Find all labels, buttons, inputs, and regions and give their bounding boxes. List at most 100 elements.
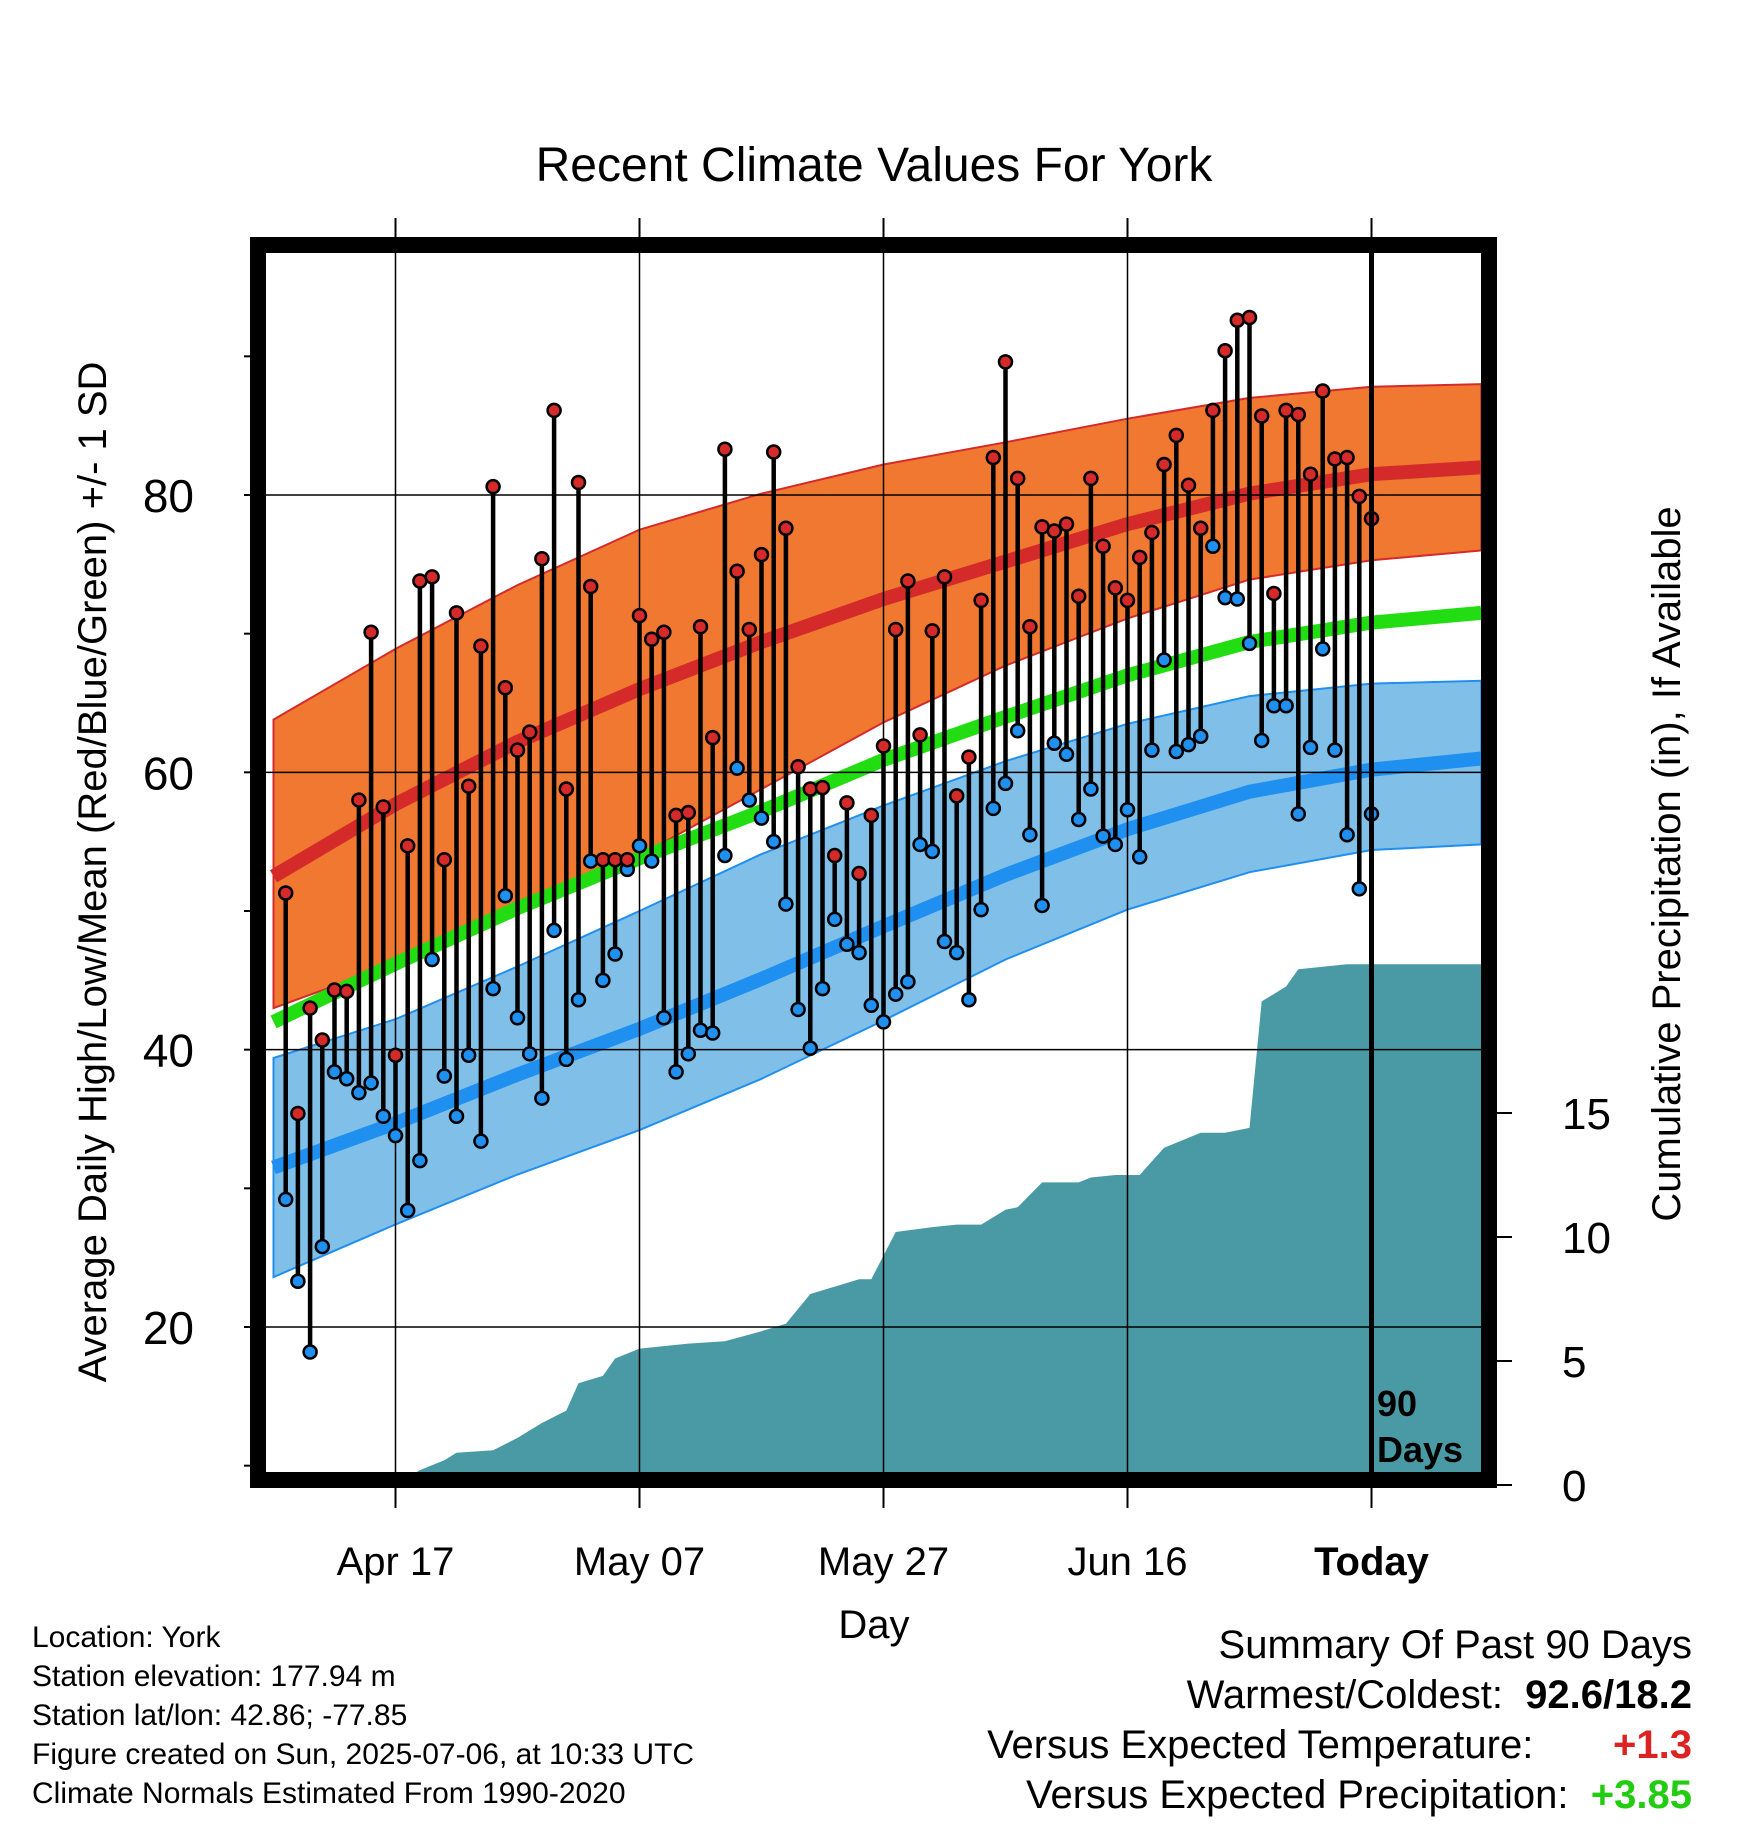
daily-high-point xyxy=(875,738,892,754)
daily-high-point xyxy=(790,759,806,775)
daily-low-point xyxy=(814,980,831,997)
daily-high-point xyxy=(1156,456,1172,473)
daily-dots-layer xyxy=(277,309,1380,1360)
daily-high-point xyxy=(692,618,709,635)
daily-low-point xyxy=(290,1273,306,1289)
daily-low-point xyxy=(717,847,733,864)
daily-high-point xyxy=(1168,427,1185,444)
daily-high-point xyxy=(680,804,697,821)
extremes-row: Warmest/Coldest: 92.6/18.2 xyxy=(987,1670,1692,1720)
daily-high-point xyxy=(1266,585,1282,602)
daily-low-point xyxy=(570,991,587,1008)
y2-tick-label: 5 xyxy=(1562,1338,1586,1387)
y-axis-label: Average Daily High/Low/Mean (Red/Blue/Gr… xyxy=(71,362,115,1383)
daily-high-point xyxy=(948,788,965,804)
precip-anomaly-value: +3.85 xyxy=(1590,1773,1692,1817)
daily-high-point xyxy=(363,624,379,641)
temp-anomaly-label: Versus Expected Temperature: xyxy=(987,1723,1534,1767)
daily-low-point xyxy=(595,972,611,989)
daily-high-point xyxy=(1131,549,1148,566)
daily-low-point xyxy=(436,1068,453,1084)
daily-low-point xyxy=(1083,781,1099,797)
daily-low-point xyxy=(607,946,623,962)
daily-low-point xyxy=(900,973,916,990)
daily-high-point xyxy=(936,569,953,585)
daily-low-point xyxy=(326,1064,343,1080)
extremes-value: 92.6/18.2 xyxy=(1525,1673,1692,1717)
daily-high-point xyxy=(314,1032,331,1048)
daily-high-point xyxy=(1290,406,1307,423)
daily-high-point xyxy=(802,781,819,797)
daily-high-point xyxy=(1119,592,1136,609)
daily-low-point xyxy=(424,951,440,968)
daily-low-point xyxy=(1180,736,1197,753)
precip-area xyxy=(273,964,1482,1485)
created-text: Figure created on Sun, 2025-07-06, at 10… xyxy=(32,1738,695,1771)
daily-high-point xyxy=(1229,312,1246,329)
y-tick-label: 20 xyxy=(143,1302,194,1354)
daily-low-point xyxy=(1229,591,1246,607)
daily-high-point xyxy=(460,778,477,794)
daily-high-point xyxy=(1302,466,1319,482)
daily-high-point xyxy=(570,474,587,491)
daily-low-point xyxy=(668,1064,684,1080)
daily-high-point xyxy=(546,402,562,419)
daily-low-point xyxy=(399,1202,416,1219)
daily-high-point xyxy=(1058,516,1075,532)
today-days-number: 90 xyxy=(1377,1383,1417,1424)
daily-low-point xyxy=(839,936,855,953)
y-tick-label: 60 xyxy=(143,747,194,799)
daily-high-point xyxy=(1083,470,1099,487)
daily-low-point xyxy=(875,1014,892,1030)
daily-low-point xyxy=(704,1025,721,1041)
normals-text: Climate Normals Estimated From 1990-2020 xyxy=(32,1777,626,1810)
daily-high-point xyxy=(656,624,672,641)
daily-low-point xyxy=(582,853,599,869)
daily-low-point xyxy=(692,1022,709,1039)
y-tick-label: 80 xyxy=(143,470,194,522)
daily-low-point xyxy=(314,1238,331,1255)
daily-high-point xyxy=(521,724,538,740)
summary-panel: Summary Of Past 90 Days Warmest/Coldest:… xyxy=(987,1620,1692,1820)
daily-low-point xyxy=(460,1047,477,1063)
daily-high-point xyxy=(814,779,831,796)
daily-low-point xyxy=(826,911,843,928)
daily-high-point xyxy=(643,631,660,647)
plot-frame xyxy=(250,237,1497,1488)
daily-low-point xyxy=(1205,538,1221,555)
chart-title: Recent Climate Values For York xyxy=(536,139,1214,192)
daily-low-point xyxy=(863,997,880,1014)
daily-high-point xyxy=(1217,343,1233,359)
daily-low-point xyxy=(985,800,1002,817)
daily-high-point xyxy=(399,838,416,854)
daily-high-point xyxy=(277,885,294,901)
daily-high-point xyxy=(839,795,855,811)
daily-high-point xyxy=(961,749,977,765)
daily-high-point xyxy=(851,865,867,882)
precip-layer xyxy=(273,964,1482,1485)
daily-low-point xyxy=(521,1046,538,1062)
x-tick-label: Jun 16 xyxy=(1067,1540,1187,1584)
daily-high-point xyxy=(558,781,575,797)
daily-low-point xyxy=(656,1010,672,1026)
daily-low-point xyxy=(1046,735,1063,751)
daily-low-point xyxy=(729,760,745,776)
daily-low-point xyxy=(1339,826,1355,843)
daily-low-point xyxy=(546,922,562,939)
daily-high-point xyxy=(338,983,355,1000)
daily-low-point xyxy=(961,991,977,1008)
daily-high-point xyxy=(619,851,636,868)
daily-low-point xyxy=(753,810,770,826)
daily-low-point xyxy=(1253,732,1270,749)
daily-low-point xyxy=(1302,739,1319,756)
daily-low-point xyxy=(1022,826,1038,843)
daily-low-point xyxy=(936,933,953,950)
daily-high-point xyxy=(765,444,782,460)
daily-high-point xyxy=(1327,451,1343,467)
daily-high-point xyxy=(778,520,794,537)
daily-high-point xyxy=(1144,524,1160,541)
daily-high-point xyxy=(924,623,941,639)
daily-high-point xyxy=(424,569,440,585)
x-tick-label: Apr 17 xyxy=(337,1540,455,1584)
